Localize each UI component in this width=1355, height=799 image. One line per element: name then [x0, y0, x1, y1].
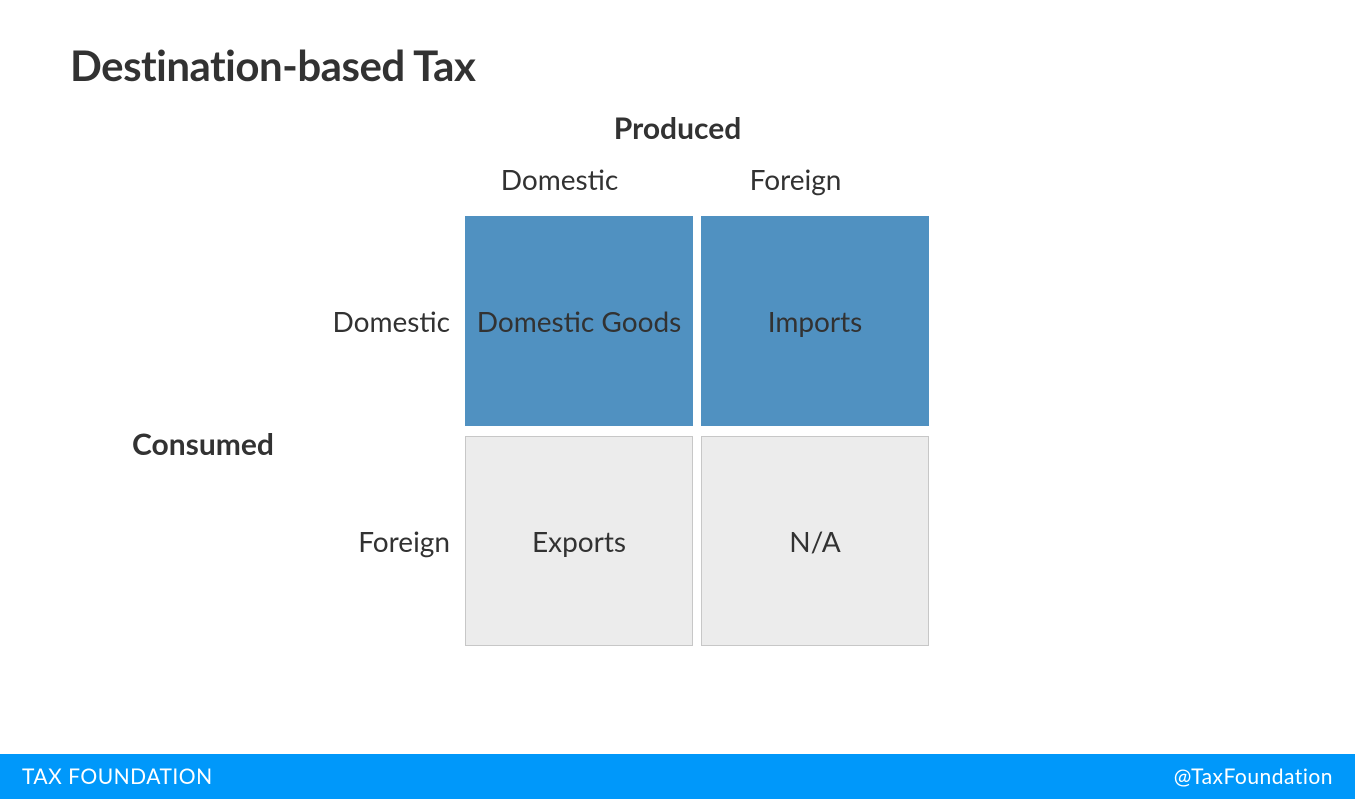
footer-handle: @TaxFoundation	[1174, 764, 1333, 789]
cell-imports: Imports	[701, 216, 929, 426]
matrix-row-1: Exports N/A	[465, 436, 929, 646]
row-axis-title: Consumed	[132, 426, 274, 462]
column-header-foreign: Foreign	[682, 162, 910, 196]
cell-domestic-goods: Domestic Goods	[465, 216, 693, 426]
cell-exports: Exports	[465, 436, 693, 646]
cell-na: N/A	[701, 436, 929, 646]
page: Destination-based Tax Produced Domestic …	[0, 0, 1355, 799]
matrix-row-0: Domestic Goods Imports	[465, 216, 929, 426]
footer-org: TAX FOUNDATION	[22, 764, 213, 789]
row-header-foreign: Foreign	[310, 436, 450, 646]
matrix-grid: Domestic Goods Imports Exports N/A	[465, 216, 929, 656]
column-axis-title: Produced	[0, 110, 1355, 146]
row-headers: Domestic Foreign	[310, 216, 450, 656]
row-header-domestic: Domestic	[310, 216, 450, 426]
column-headers: Domestic Foreign	[0, 162, 1355, 196]
column-header-domestic: Domestic	[446, 162, 674, 196]
page-title: Destination-based Tax	[70, 40, 475, 90]
footer-bar: TAX FOUNDATION @TaxFoundation	[0, 754, 1355, 799]
